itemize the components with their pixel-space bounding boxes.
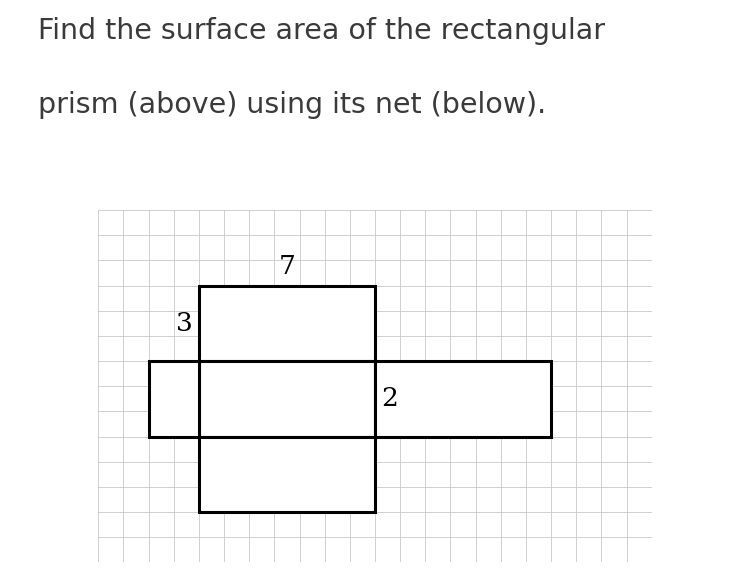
Text: 3: 3 xyxy=(176,311,193,336)
Text: 7: 7 xyxy=(278,254,296,279)
Text: Find the surface area of the rectangular: Find the surface area of the rectangular xyxy=(38,17,604,45)
Bar xyxy=(199,361,375,437)
Bar xyxy=(199,437,375,512)
Bar xyxy=(148,361,199,437)
Text: prism (above) using its net (below).: prism (above) using its net (below). xyxy=(38,91,546,119)
Bar xyxy=(375,361,551,437)
Text: 2: 2 xyxy=(381,386,398,411)
Bar xyxy=(199,286,375,361)
